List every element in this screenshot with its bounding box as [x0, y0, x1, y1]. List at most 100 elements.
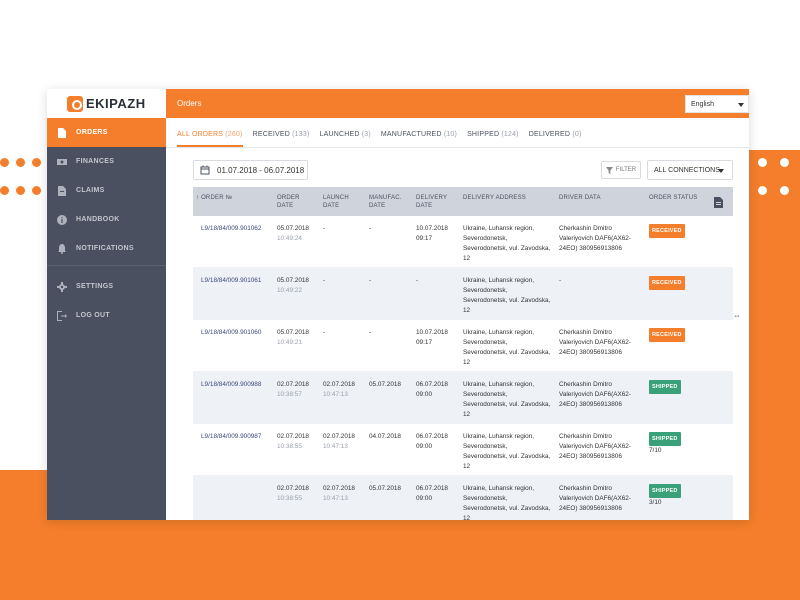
order-date-cell: 05.07.2018 10:49:21 [277, 328, 323, 348]
sidebar-item-handbook[interactable]: HANDBOOK [47, 205, 166, 234]
column-header-driver[interactable]: DRIVER DATA [559, 195, 601, 201]
delivery-time: 09:00 [416, 443, 432, 450]
manufac-date: 05.07.2018 [369, 381, 401, 388]
order-number[interactable]: L9/18/84/009.901061 [201, 277, 262, 284]
order-time: 10:38:55 [277, 495, 302, 502]
column-header-delivery-date[interactable]: DELIVERY DATE [416, 195, 448, 209]
table-row[interactable]: L9/18/84/009.901060 05.07.2018 10:49:21 - - 1… [193, 320, 733, 372]
sidebar-item-notifications[interactable]: NOTIFICATIONS [47, 234, 166, 263]
header-bar: Orders English [166, 89, 749, 118]
logo[interactable]: EKIPAZH [47, 89, 166, 118]
order-date-cell: 05.07.2018 10:49:24 [277, 224, 323, 244]
tab-delivered[interactable]: DELIVERED (0) [529, 131, 582, 147]
order-date: 05.07.2018 [277, 277, 309, 284]
table-header: ↑ ORDER № ORDER DATE LAUNCH DATE MANUFAC… [193, 187, 733, 216]
launch-time: 10:47:13 [323, 495, 348, 502]
table-row[interactable]: L9/18/84/009.900987 02.07.2018 10:38:55 02.… [193, 424, 733, 476]
delivery-date: - [416, 277, 419, 284]
document-icon [56, 127, 68, 139]
filter-label: FILTER [615, 167, 637, 173]
export-icon[interactable] [714, 195, 723, 208]
column-header-status[interactable]: ORDER STATUS [649, 195, 698, 201]
column-header-address[interactable]: DELIVERY ADDRESS [463, 195, 527, 201]
order-number[interactable]: L9/18/84/009.900988 [201, 381, 262, 388]
date-range-picker[interactable]: 01.07.2018 - 06.07.2018 [193, 160, 308, 180]
order-date: 02.07.2018 [277, 381, 309, 388]
order-date: 02.07.2018 [277, 485, 309, 492]
tab-label: DELIVERED [528, 131, 571, 138]
bell-icon [56, 243, 68, 255]
logo-icon [67, 95, 83, 112]
status-badge: RECEIVED [649, 328, 685, 342]
tab-label: MANUFACTURED [380, 131, 442, 138]
background-orange-side [740, 150, 800, 470]
sidebar-item-label: CLAIMS [76, 187, 105, 194]
connections-value: ALL CONNECTIONS [654, 166, 720, 174]
table-row[interactable]: L9/18/84/009.900988 02.07.2018 10:38:57 02.… [193, 372, 733, 424]
orders-table: ↑ ORDER № ORDER DATE LAUNCH DATE MANUFAC… [193, 187, 733, 520]
driver-data: Cherkashin Dmitro Valeriyovich DAF6(AX62… [559, 381, 631, 408]
launch-date-cell: - [323, 328, 369, 338]
column-header-order[interactable]: ↑ ORDER № [196, 195, 233, 201]
tab-count: (124) [501, 131, 519, 138]
decor-dot [16, 158, 25, 167]
order-date-cell: 05.07.2018 10:49:22 [277, 276, 323, 296]
tab-shipped[interactable]: SHIPPED (124) [467, 131, 519, 147]
decor-dot [32, 186, 41, 195]
status-cell: SHIPPED [649, 380, 709, 394]
order-date: 05.07.2018 [277, 225, 309, 232]
resize-cursor-icon: ⇔ [733, 311, 741, 320]
order-date: 02.07.2018 [277, 433, 309, 440]
tab-launched[interactable]: LAUNCHED (3) [319, 131, 370, 147]
delivery-date: 10.07.2018 [416, 225, 448, 232]
order-number[interactable]: L9/18/84/009.901062 [201, 225, 262, 232]
sidebar-item-settings[interactable]: SETTINGS [47, 272, 166, 301]
sidebar-item-claims[interactable]: CLAIMS [47, 176, 166, 205]
shipped-count: 7/10 [649, 447, 662, 454]
decor-dot [780, 186, 789, 195]
status-cell: RECEIVED [649, 328, 709, 342]
delivery-time: 09:00 [416, 391, 432, 398]
language-value: English [691, 100, 714, 108]
sidebar-item-finances[interactable]: FINANCES [47, 147, 166, 176]
order-date-cell: 02.07.2018 10:38:57 [277, 380, 323, 400]
delivery-address: Ukraine, Luhansk region, Severodonetsk, … [463, 485, 551, 520]
column-header-order-date[interactable]: ORDER DATE [277, 195, 300, 209]
order-time: 10:49:24 [277, 235, 302, 242]
table-row[interactable]: L9/18/84/009.901061 05.07.2018 10:49:22 - - -… [193, 268, 733, 320]
table-row[interactable]: 02.07.2018 10:38:55 02.07.2018 10:47:13 05.0… [193, 476, 733, 520]
order-time: 10:38:55 [277, 443, 302, 450]
app-window: EKIPAZH ORDERS FINANCES CLAIMS HANDBOOK NOTI… [47, 89, 749, 520]
order-number[interactable]: L9/18/84/009.900987 [201, 433, 262, 440]
launch-date-cell: 02.07.2018 10:47:13 [323, 380, 369, 400]
driver-data: Cherkashin Dmitro Valeriyovich DAF6(AX62… [559, 433, 631, 460]
launch-date: 02.07.2018 [323, 433, 355, 440]
table-row[interactable]: L9/18/84/009.901062 05.07.2018 10:49:24 - - 1… [193, 216, 733, 268]
language-select[interactable]: English [685, 95, 749, 113]
manufac-date: - [369, 277, 372, 284]
sidebar-item-label: FINANCES [76, 158, 115, 165]
column-header-manufac-date[interactable]: MANUFAC. DATE [369, 195, 402, 209]
gear-icon [56, 281, 68, 293]
sidebar-item-label: NOTIFICATIONS [76, 245, 134, 252]
status-cell: RECEIVED [649, 224, 709, 238]
table-body: L9/18/84/009.901062 05.07.2018 10:49:24 - - 1… [193, 216, 733, 520]
sidebar-item-orders[interactable]: ORDERS [47, 118, 166, 147]
column-header-launch-date[interactable]: LAUNCH DATE [323, 195, 349, 209]
status-tabs: ALL ORDERS (260) RECEIVED (133) LAUNCHED (… [166, 118, 749, 148]
sidebar-nav: ORDERS FINANCES CLAIMS HANDBOOK NOTIFICATION… [47, 118, 166, 263]
tab-count: (133) [292, 131, 310, 138]
tab-all-orders[interactable]: ALL ORDERS (260) [177, 131, 243, 147]
filter-button[interactable]: FILTER [601, 161, 641, 179]
decor-dot [0, 186, 9, 195]
delivery-date-cell: 06.07.2018 09:00 [416, 380, 462, 400]
chevron-down-icon [738, 103, 744, 107]
sidebar-item-log-out[interactable]: LOG OUT [47, 301, 166, 330]
order-number[interactable]: L9/18/84/009.901060 [201, 329, 262, 336]
tab-manufactured[interactable]: MANUFACTURED (10) [381, 131, 457, 147]
status-badge: SHIPPED [649, 380, 681, 394]
tab-label: LAUNCHED [319, 131, 360, 138]
money-icon [56, 156, 68, 168]
connections-select[interactable]: ALL CONNECTIONS [647, 160, 733, 180]
tab-received[interactable]: RECEIVED (133) [253, 131, 310, 147]
